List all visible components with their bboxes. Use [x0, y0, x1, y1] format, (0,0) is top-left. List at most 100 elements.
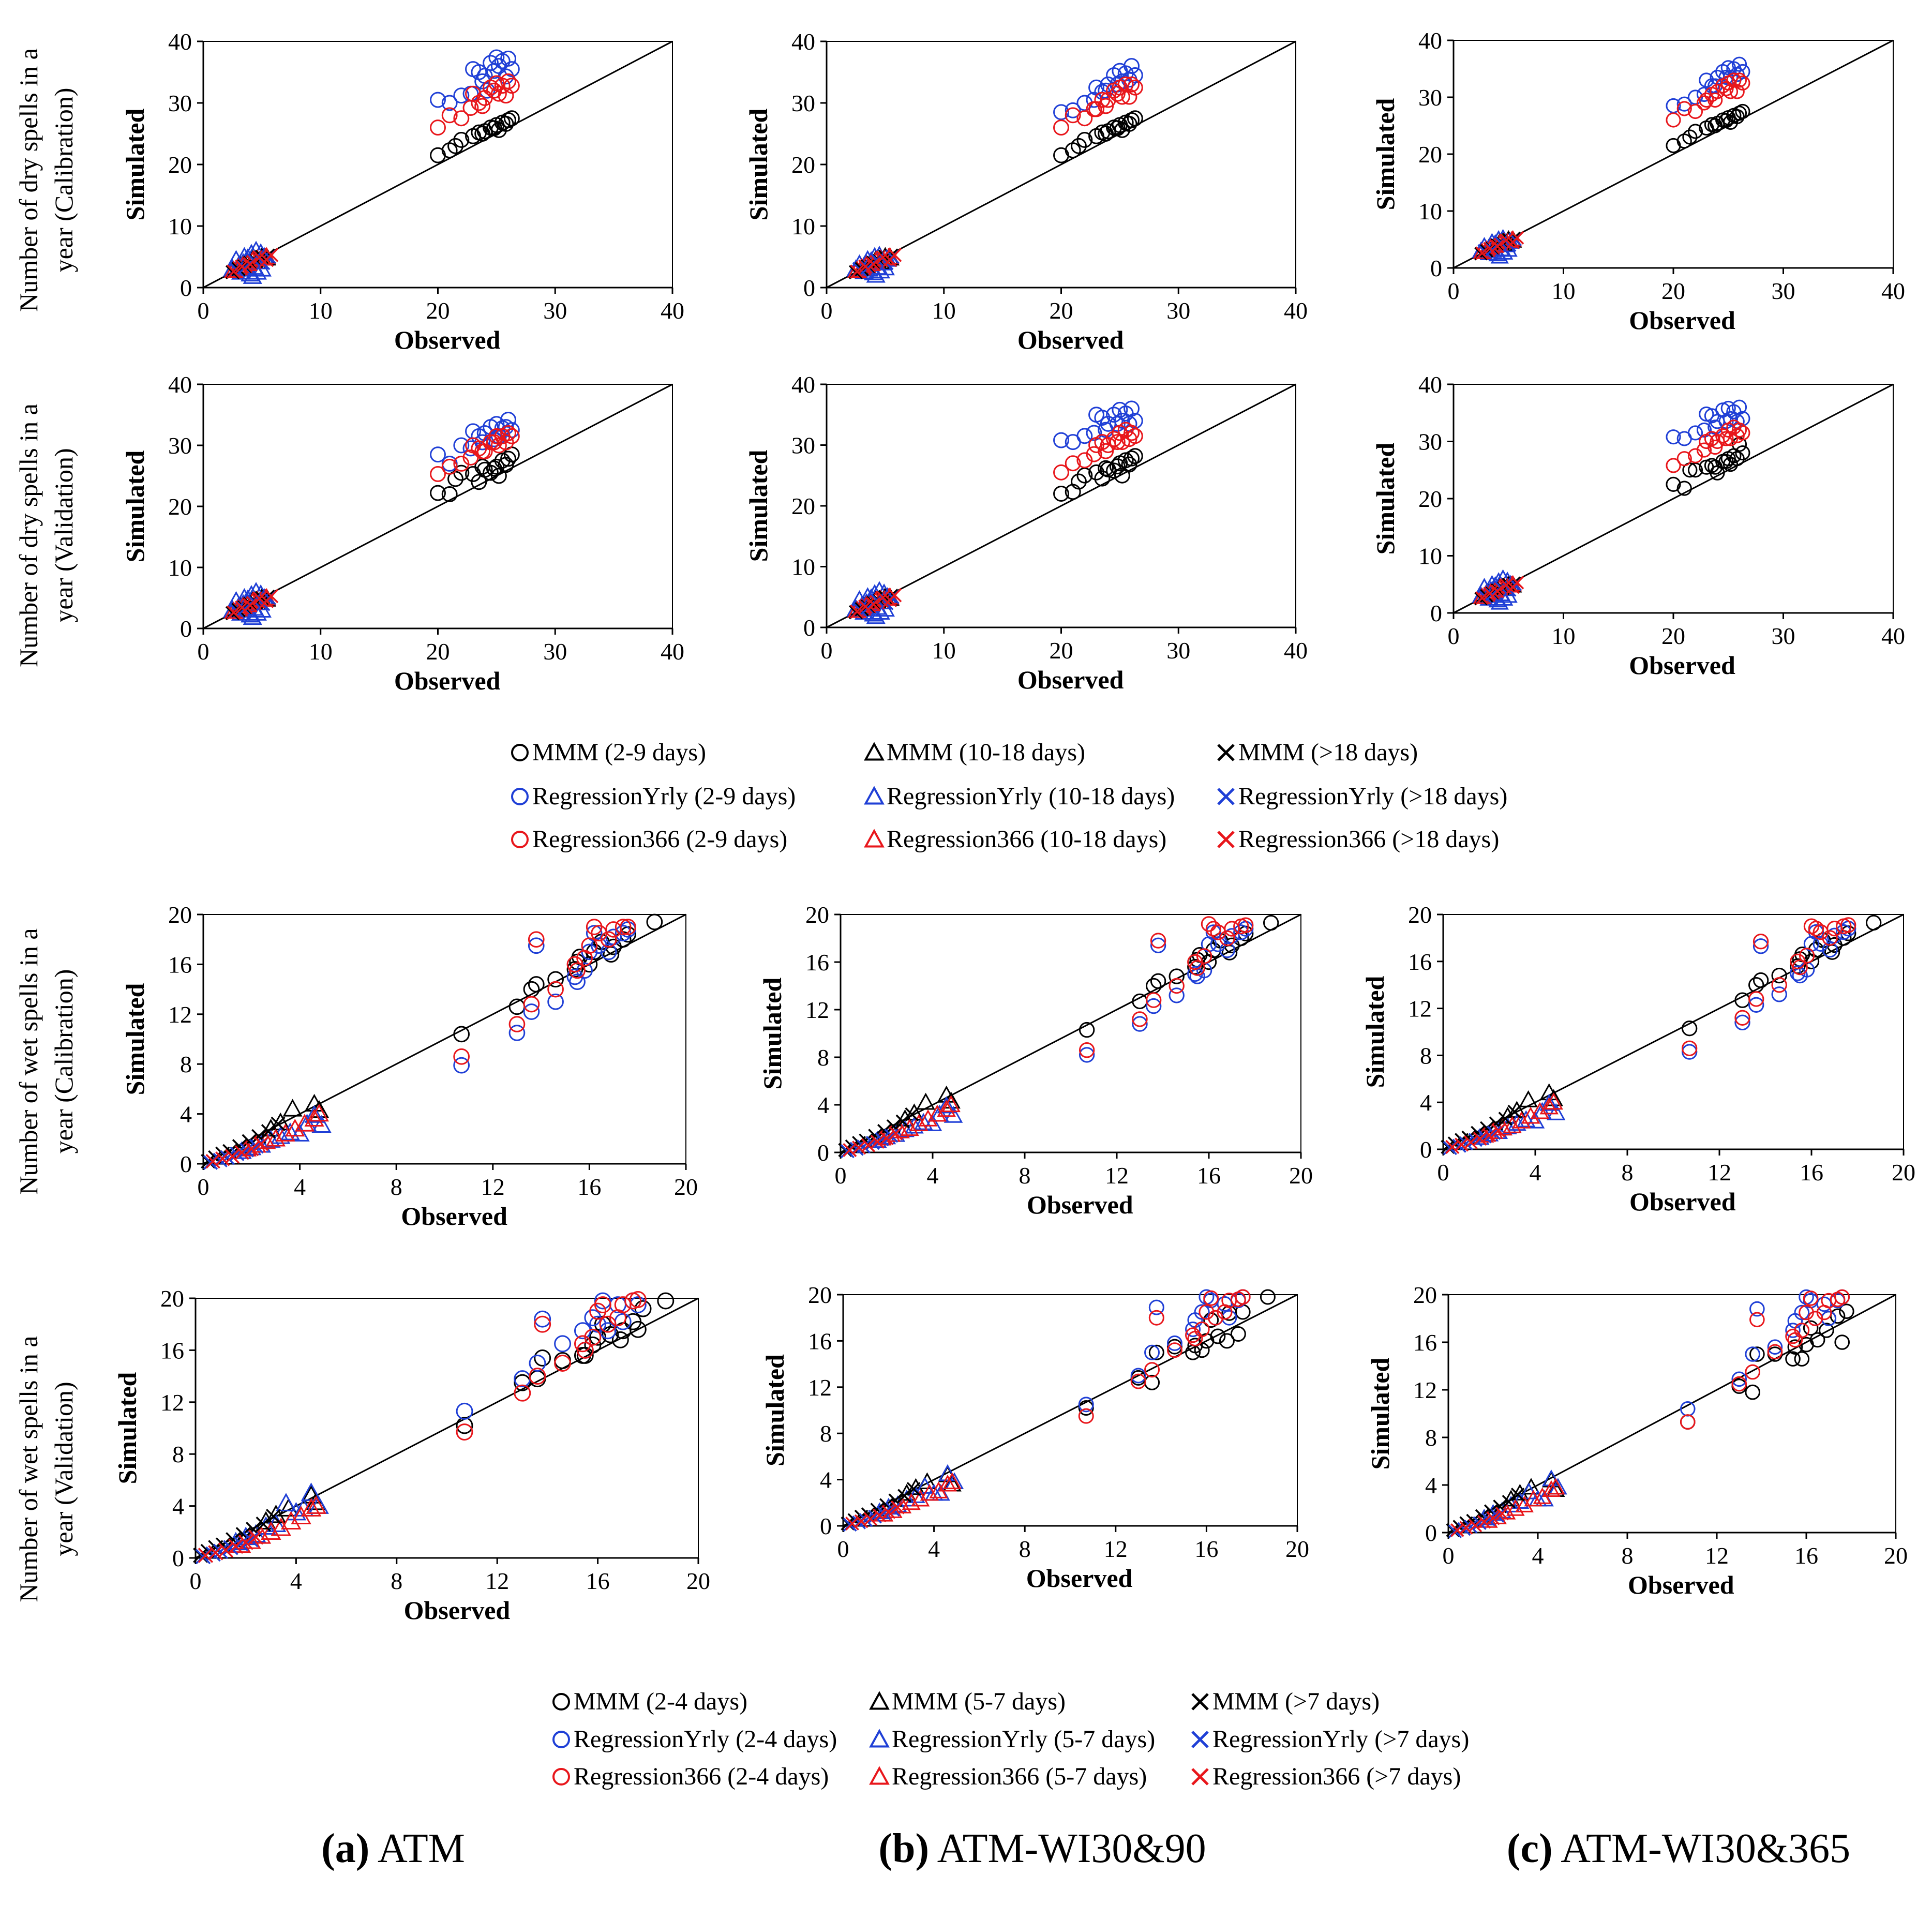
data-point	[453, 131, 470, 148]
data-point	[235, 601, 249, 615]
caption-a-bold: (a)	[321, 1826, 369, 1871]
data-point	[1735, 103, 1750, 119]
y-tick-label: 20	[1408, 902, 1432, 928]
legend-marker-triangle	[869, 1766, 890, 1785]
y-tick-label: 10	[1418, 198, 1442, 224]
data-point	[265, 1508, 281, 1524]
data-point	[523, 1003, 540, 1020]
data-point	[1726, 72, 1742, 88]
series-r366-x	[1450, 1506, 1509, 1537]
data-point	[528, 937, 545, 954]
x-tick-label: 30	[543, 297, 567, 324]
data-point	[1813, 936, 1829, 952]
data-point	[1146, 992, 1162, 1008]
data-point	[1065, 455, 1081, 472]
panel-wet-val-a: 0 4 8 12 16 20 0 4 8 12 16 20 Observed Simulated	[113, 1285, 710, 1625]
data-point	[1792, 959, 1808, 976]
data-point	[856, 1139, 871, 1154]
data-point	[1194, 1322, 1210, 1338]
y-axis-title: Simulated	[113, 1372, 142, 1484]
data-point	[547, 981, 564, 998]
series-r366-circle	[430, 73, 520, 136]
panel-wet-val-c: 0 4 8 12 16 20 0 4 8 12 16 20 Observed Simulated	[1366, 1282, 1908, 1599]
data-point	[1510, 576, 1524, 590]
data-point	[900, 1119, 919, 1136]
data-point	[1542, 1480, 1561, 1497]
legend-label: Regression366 (2-4 days)	[574, 1763, 829, 1790]
data-point	[1148, 1310, 1164, 1326]
data-point	[547, 993, 564, 1010]
data-point	[1127, 448, 1143, 464]
data-point	[1808, 921, 1824, 937]
data-point	[498, 434, 514, 451]
y-tick-label: 20	[160, 1285, 184, 1312]
data-point	[1263, 914, 1279, 931]
data-point	[430, 466, 446, 482]
data-point	[453, 110, 470, 127]
one-to-one-line	[203, 913, 686, 1165]
data-point	[1718, 81, 1734, 97]
x-tick-label: 4	[290, 1568, 302, 1594]
data-point	[866, 265, 886, 283]
data-point	[1787, 1339, 1803, 1355]
data-point	[1196, 948, 1212, 964]
legend-label: RegressionYrly (5-7 days)	[892, 1726, 1155, 1753]
data-point	[453, 1048, 470, 1065]
data-point	[1666, 112, 1681, 128]
y-tick-label: 10	[168, 554, 192, 581]
legend-label: MMM (5-7 days)	[892, 1688, 1066, 1715]
series-r366-circle	[1079, 916, 1254, 1058]
y-tick-label: 40	[168, 28, 192, 55]
data-point	[1539, 1093, 1559, 1111]
data-point	[1121, 431, 1137, 447]
x-tick-label: 40	[1881, 278, 1905, 304]
data-point	[1794, 1323, 1810, 1338]
data-point	[1785, 1323, 1801, 1338]
legend-marker-circle	[511, 744, 529, 761]
data-point	[503, 428, 520, 444]
y-tick-label: 0	[180, 616, 192, 642]
data-point	[858, 599, 873, 614]
data-point	[1459, 1136, 1474, 1151]
x-tick-label: 16	[586, 1568, 610, 1594]
legend-item: MMM (5-7 days)	[869, 1688, 1066, 1715]
row-label-dry-cal-line2: year (Calibration)	[49, 88, 78, 273]
data-point	[238, 1535, 253, 1550]
x-axis-title: Observed	[394, 666, 501, 695]
data-point	[1839, 1303, 1854, 1319]
x-axis-title: Observed	[401, 1202, 507, 1231]
x-tick-label: 8	[1019, 1162, 1031, 1189]
caption-c-bold: (c)	[1507, 1826, 1553, 1871]
data-point	[228, 1538, 244, 1554]
x-tick-label: 0	[1448, 278, 1460, 304]
data-point	[895, 1114, 910, 1129]
data-point	[1723, 411, 1739, 426]
data-point	[1745, 1364, 1761, 1380]
data-point	[500, 411, 517, 428]
caption-a-text: ATM	[369, 1826, 465, 1871]
data-point	[1666, 429, 1681, 445]
data-point	[941, 1095, 961, 1113]
series-r366-x	[227, 589, 279, 620]
x-tick-label: 20	[1661, 623, 1685, 649]
data-point	[1053, 119, 1069, 136]
legend-marker-x	[1191, 1731, 1209, 1748]
data-point	[1144, 1362, 1160, 1378]
data-point	[285, 1118, 305, 1137]
data-point	[1475, 591, 1489, 605]
series-yrly-x	[1448, 1509, 1505, 1538]
data-point	[447, 138, 463, 154]
data-point	[877, 1506, 891, 1520]
data-point	[1106, 431, 1122, 447]
data-point	[208, 1545, 223, 1561]
data-point	[528, 976, 545, 993]
caption-c: (c) ATM-WI30&365	[1507, 1826, 1850, 1871]
y-tick-label: 10	[1418, 543, 1442, 569]
y-tick-label: 30	[168, 432, 192, 459]
y-tick-label: 20	[1418, 486, 1442, 512]
data-point	[218, 1542, 234, 1558]
legend-marker-circle	[511, 831, 529, 848]
data-point	[1490, 1509, 1505, 1523]
data-point	[1260, 1289, 1276, 1305]
